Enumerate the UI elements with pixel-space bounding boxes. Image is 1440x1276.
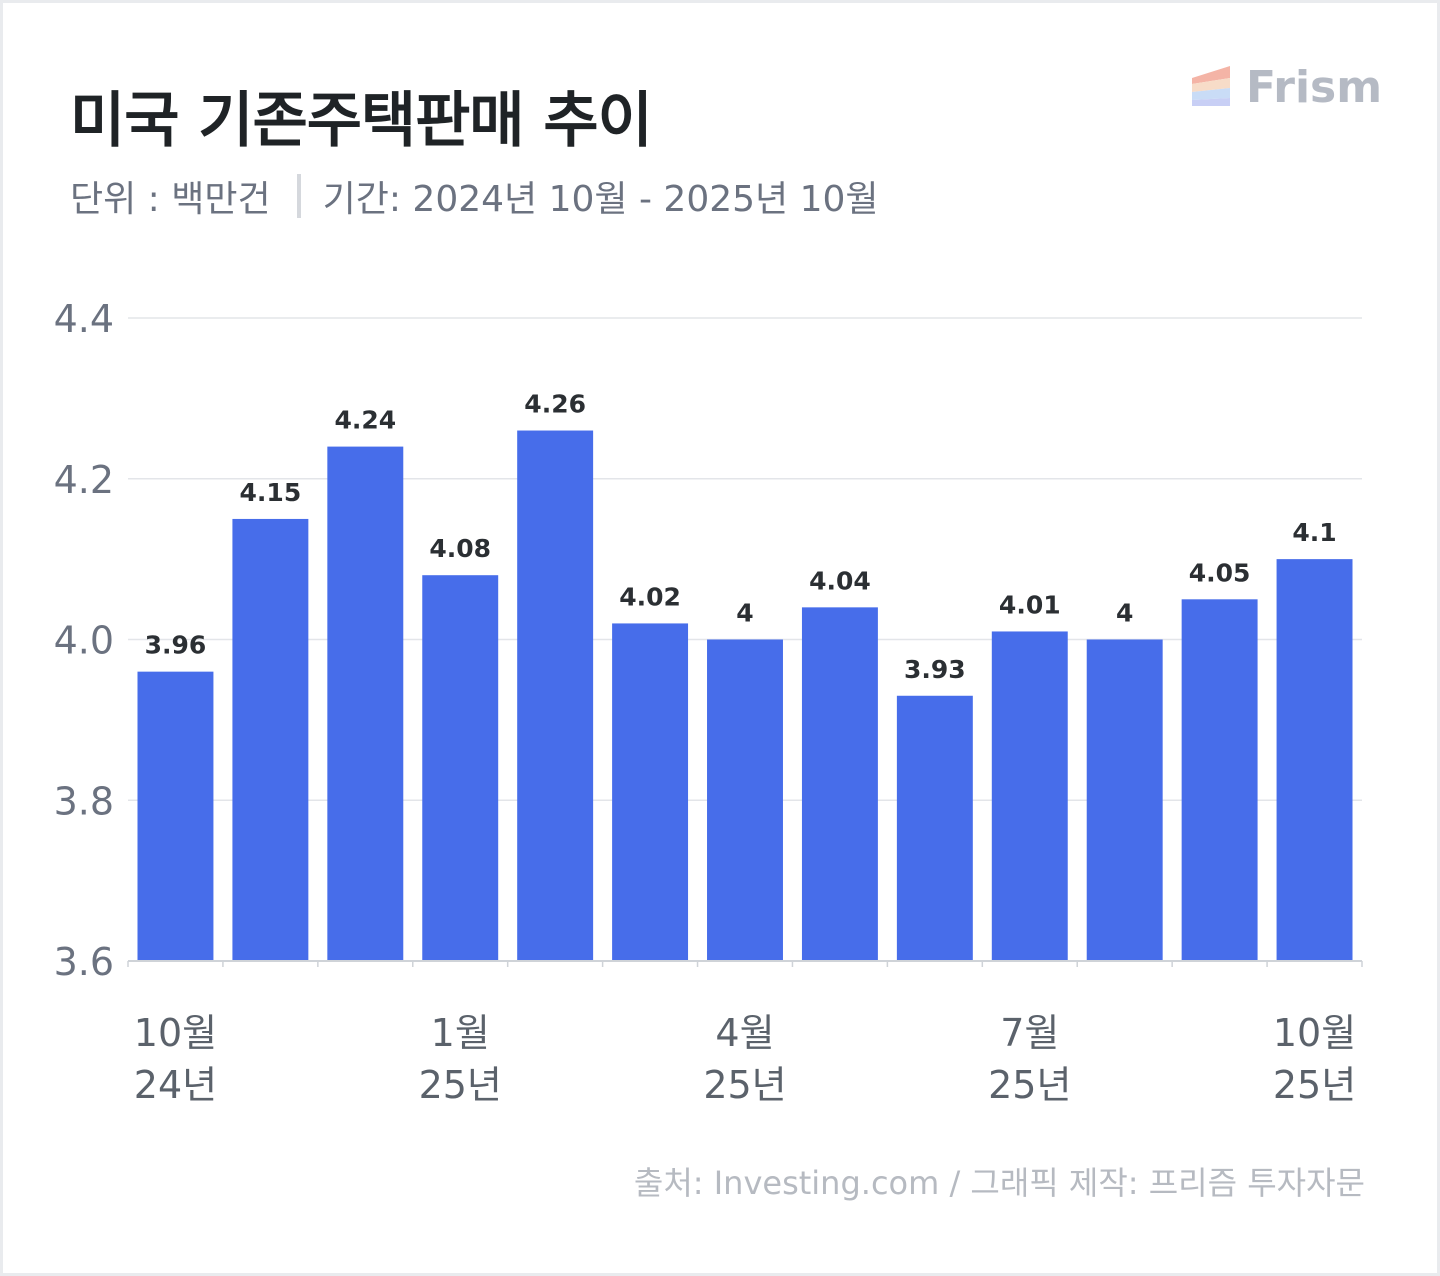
data-label: 4.15 [240, 478, 302, 507]
y-tick-label: 3.6 [54, 940, 114, 984]
x-tick-label-month: 10월 [134, 1011, 217, 1055]
source-note: 출처: Investing.com / 그래픽 제작: 프리즘 투자자문 [633, 1164, 1365, 1202]
bar [517, 430, 594, 961]
x-tick-label-month: 10월 [1273, 1011, 1356, 1055]
logo-stripe-4 [1192, 98, 1230, 106]
data-label: 4.26 [524, 390, 586, 419]
page-title: 미국 기존주택판매 추이 [70, 86, 653, 156]
bar [1086, 639, 1163, 961]
x-tick-label-month: 7월 [1000, 1011, 1059, 1055]
y-tick-label: 3.8 [54, 779, 114, 823]
logo-stripe-2 [1192, 78, 1230, 92]
x-tick-label-year: 25년 [988, 1063, 1071, 1107]
chart-subtitle: 단위 : 백만건 기간: 2024년 10월 - 2025년 10월 [70, 170, 879, 222]
period-label: 기간: 2024년 10월 - 2025년 10월 [322, 179, 879, 220]
bar [1181, 599, 1258, 961]
x-tick-label-year: 24년 [134, 1063, 217, 1107]
data-label: 4.01 [999, 590, 1061, 619]
data-label: 3.96 [145, 631, 207, 660]
subtitle-divider [296, 174, 301, 218]
frism-logo-icon [1192, 66, 1230, 106]
data-label: 4.05 [1189, 558, 1251, 587]
x-tick-label-year: 25년 [1273, 1063, 1356, 1107]
data-label: 4.04 [809, 566, 871, 595]
data-label: 4.1 [1292, 518, 1336, 547]
bar [232, 518, 309, 961]
brand-name: Frism [1246, 62, 1383, 113]
data-label: 4.08 [429, 534, 491, 563]
bar [991, 631, 1068, 961]
brand-logo: Frism [1192, 60, 1382, 113]
data-label: 4.24 [334, 406, 396, 435]
data-label: 3.93 [904, 655, 966, 684]
data-label: 4 [736, 599, 753, 628]
y-tick-label: 4.4 [54, 297, 114, 341]
data-label: 4.02 [619, 582, 681, 611]
y-tick-label: 4.2 [54, 458, 114, 502]
bar [707, 639, 783, 961]
bar [896, 695, 973, 961]
x-tick-label-month: 4월 [715, 1011, 774, 1055]
data-label: 4 [1116, 599, 1133, 628]
x-tick-label-year: 25년 [419, 1063, 502, 1107]
bar [1276, 559, 1353, 961]
bar [327, 446, 404, 962]
bar-chart: 4.4 4.2 4.0 3.8 3.6 3.96 4.15 4.24 4.08 4.26 4.02 4… [54, 297, 1363, 1107]
x-tick-label-year: 25년 [703, 1063, 786, 1107]
bar [137, 671, 214, 961]
unit-label: 단위 : 백만건 [70, 179, 271, 220]
y-tick-label: 4.0 [54, 619, 114, 663]
bar [612, 623, 689, 961]
logo-stripe-3 [1192, 88, 1230, 100]
x-tick-label-month: 1월 [431, 1011, 490, 1055]
bar [801, 607, 878, 961]
bar [422, 575, 499, 961]
